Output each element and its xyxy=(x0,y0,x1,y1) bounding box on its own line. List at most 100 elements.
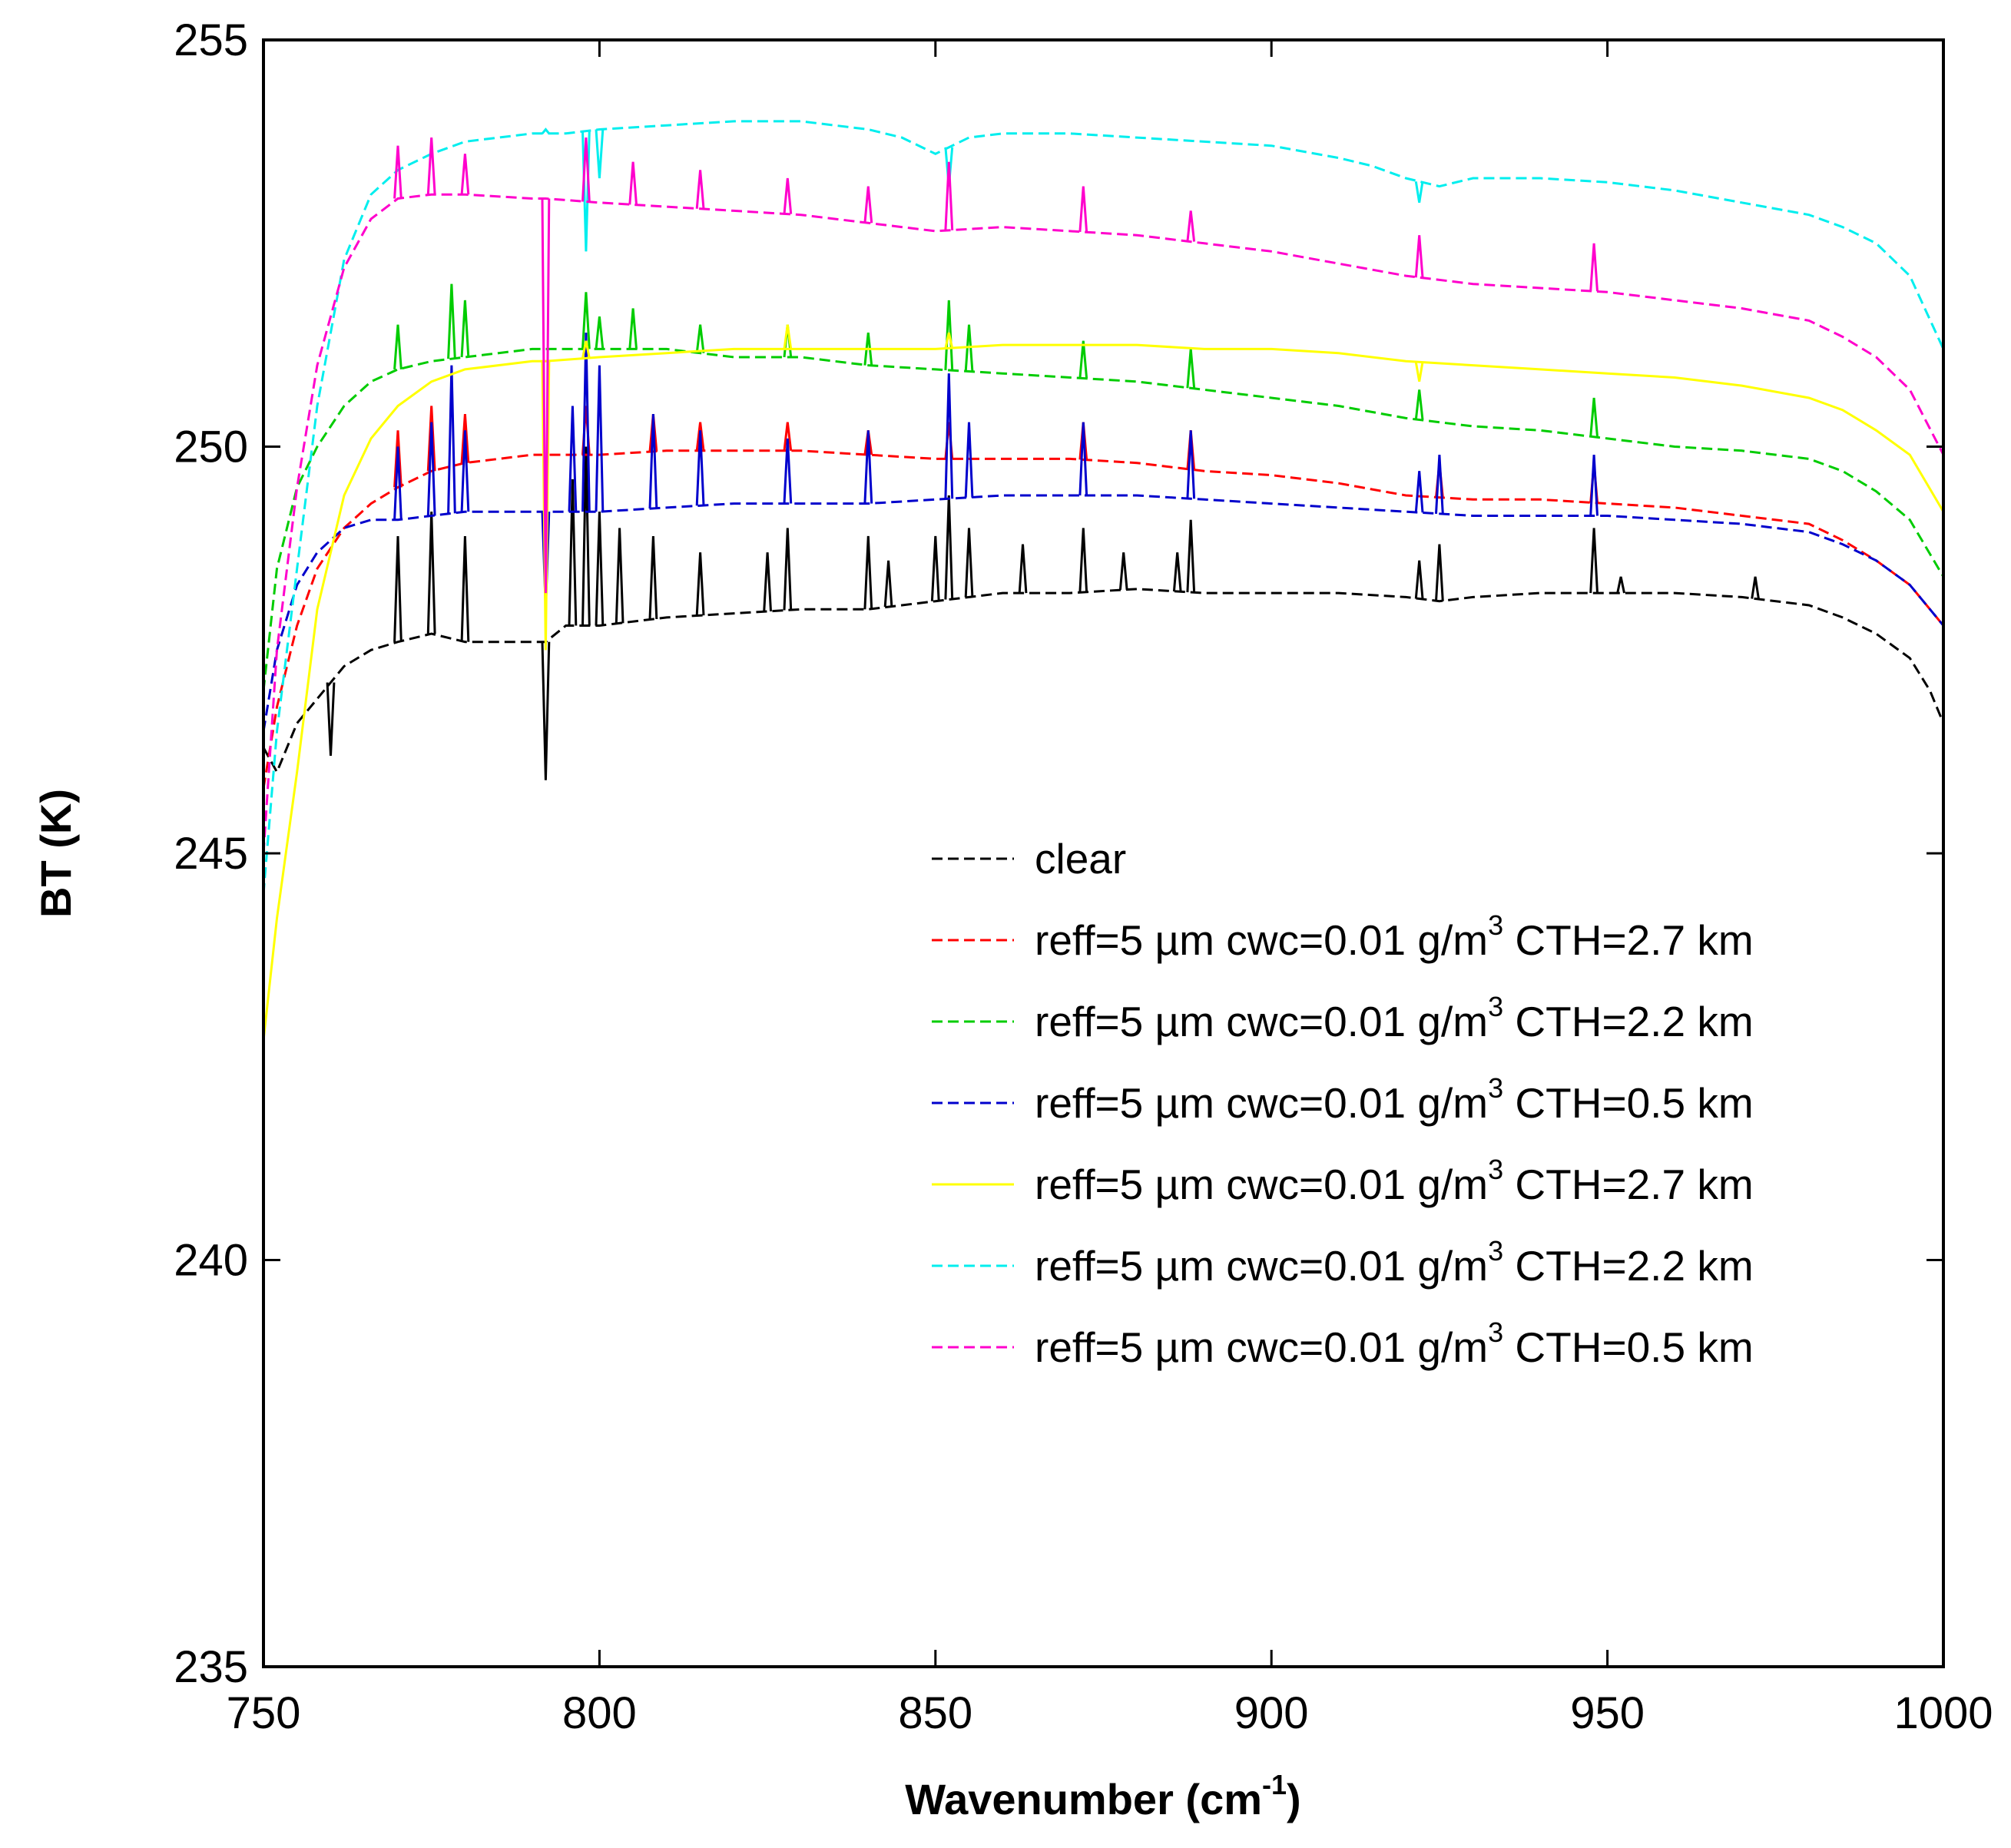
series-spike xyxy=(393,324,403,370)
series-layer xyxy=(262,120,1945,1041)
series-spike xyxy=(863,333,873,366)
series-spike xyxy=(695,552,705,616)
series-spike xyxy=(883,560,893,608)
series-spike xyxy=(1186,519,1196,593)
series-spike xyxy=(695,170,705,209)
series-spike xyxy=(1589,397,1599,437)
series-spike xyxy=(1186,430,1196,499)
series-spike xyxy=(426,512,436,634)
series-spike xyxy=(460,535,470,642)
series-spike xyxy=(944,332,954,349)
legend-label: clear xyxy=(1035,835,1126,883)
series-spike xyxy=(595,316,605,349)
series-spike xyxy=(393,446,403,520)
series-spike xyxy=(447,283,456,359)
series-spike xyxy=(628,161,638,205)
series-spike xyxy=(930,535,940,601)
series-spike xyxy=(460,300,470,358)
series-spike xyxy=(1078,340,1088,379)
series-spike xyxy=(1186,210,1196,242)
y-tick-label: 245 xyxy=(174,829,248,879)
series-spike xyxy=(783,324,793,349)
series-reff5-cth0.5-a xyxy=(262,333,1945,732)
series-spike xyxy=(541,128,550,134)
series-spike xyxy=(944,147,954,187)
y-tick-label: 250 xyxy=(174,422,248,472)
series-spike xyxy=(1118,552,1128,591)
series-spike xyxy=(568,479,578,626)
series-spike xyxy=(581,446,591,626)
series-spike xyxy=(783,528,793,611)
series-spike xyxy=(944,161,954,230)
series-spike xyxy=(595,365,605,512)
series-spike xyxy=(568,406,578,512)
series-spike xyxy=(763,552,772,611)
series-spike xyxy=(1078,422,1088,496)
series-line xyxy=(262,449,1945,789)
ticks-layer: 750 800 850 900 950 1000 235 240 245 250 255 xyxy=(174,15,1993,1738)
series-reff5-cth0.5-b xyxy=(262,137,1945,854)
series-line xyxy=(262,193,1945,854)
series-spike xyxy=(1414,560,1424,599)
y-axis-label: BT (K) xyxy=(31,789,80,918)
legend: clear reff=5 µm cwc=0.01 g/m3 CTH=2.7 km r… xyxy=(932,835,1754,1371)
series-spike xyxy=(615,528,625,624)
legend-label: reff=5 µm cwc=0.01 g/m3 CTH=0.5 km xyxy=(1035,1316,1754,1371)
y-tick-label: 235 xyxy=(174,1642,248,1692)
legend-item: reff=5 µm cwc=0.01 g/m3 CTH=2.2 km xyxy=(932,991,1754,1045)
series-line xyxy=(262,343,1945,1041)
series-spike xyxy=(393,430,403,488)
series-spike xyxy=(964,422,974,498)
series-spike xyxy=(944,495,954,600)
series-spike xyxy=(648,414,658,509)
series-spike xyxy=(1435,544,1444,601)
series-spike xyxy=(1018,544,1028,594)
series-clear xyxy=(262,446,1945,780)
legend-label: reff=5 µm cwc=0.01 g/m3 CTH=2.2 km xyxy=(1035,991,1754,1045)
series-spike xyxy=(460,154,470,195)
legend-item: clear xyxy=(932,835,1126,883)
series-spike xyxy=(595,129,605,179)
legend-label: reff=5 µm cwc=0.01 g/m3 CTH=0.5 km xyxy=(1035,1072,1754,1127)
series-spike xyxy=(1414,362,1424,383)
series-spike xyxy=(595,512,605,626)
series-spike xyxy=(863,186,873,224)
legend-item: reff=5 µm cwc=0.01 g/m3 CTH=2.7 km xyxy=(932,1154,1754,1208)
x-tick-label: 800 xyxy=(562,1688,637,1738)
series-spike xyxy=(581,340,591,359)
series-spike xyxy=(1078,528,1088,593)
series-spike xyxy=(393,535,403,642)
series-spike xyxy=(1589,455,1599,516)
series-spike xyxy=(460,430,470,512)
series-spike xyxy=(783,438,793,504)
series-spike xyxy=(1414,181,1424,204)
x-axis-label: Wavenumber (cm-1) xyxy=(905,1769,1300,1823)
series-spike xyxy=(426,137,436,195)
series-line xyxy=(262,347,1945,691)
series-spike xyxy=(1414,471,1424,513)
series-spike xyxy=(426,406,436,472)
series-line xyxy=(262,120,1945,895)
legend-item: reff=5 µm cwc=0.01 g/m3 CTH=2.7 km xyxy=(932,909,1754,964)
series-spike xyxy=(1435,455,1444,514)
series-spike xyxy=(541,198,551,594)
series-spike xyxy=(964,528,974,598)
series-spike xyxy=(1414,235,1424,278)
series-spike xyxy=(695,422,705,451)
series-spike xyxy=(863,535,873,610)
series-spike xyxy=(1589,243,1599,292)
y-tick-label: 240 xyxy=(174,1236,248,1286)
series-spike xyxy=(695,324,705,353)
series-spike xyxy=(944,373,954,499)
series-spike xyxy=(1078,186,1088,233)
series-spike xyxy=(326,682,336,756)
series-spike xyxy=(1172,552,1182,592)
y-tick-label: 255 xyxy=(174,15,248,65)
series-line xyxy=(262,588,1945,775)
x-tick-label: 1000 xyxy=(1893,1688,1993,1738)
x-tick-label: 950 xyxy=(1570,1688,1645,1738)
series-spike xyxy=(628,308,638,349)
legend-item: reff=5 µm cwc=0.01 g/m3 CTH=0.5 km xyxy=(932,1316,1754,1371)
legend-item: reff=5 µm cwc=0.01 g/m3 CTH=2.2 km xyxy=(932,1235,1754,1290)
series-spike xyxy=(1414,389,1424,420)
